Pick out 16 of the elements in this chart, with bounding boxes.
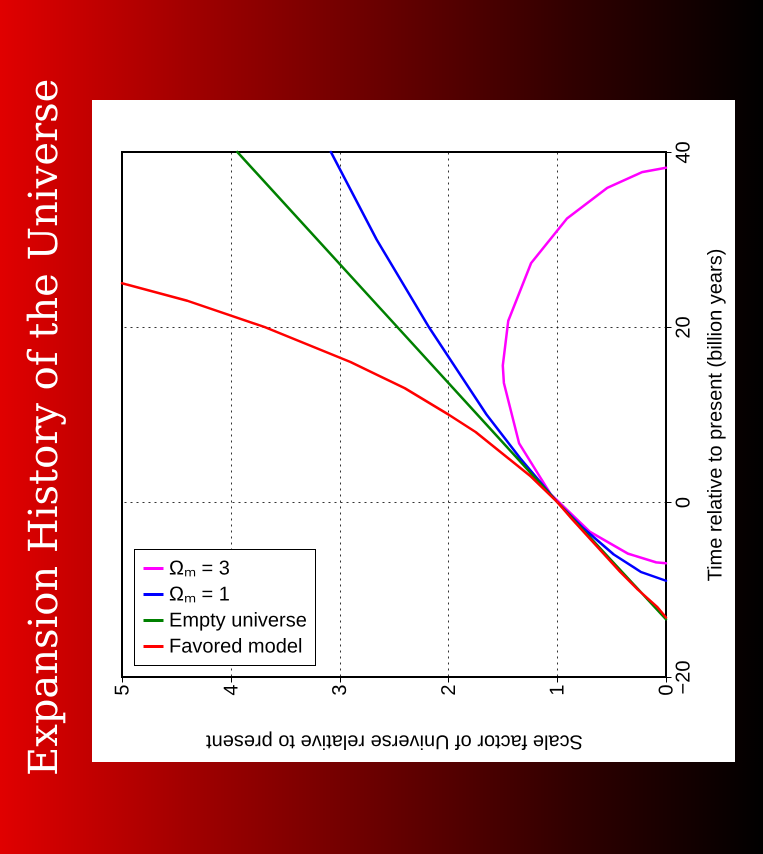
- text: Expansion History of the Universe: [20, 77, 68, 778]
- x-axis-title: Scale factor of Universe relative to present: [206, 730, 583, 753]
- y-axis-title: Time relative to present (billion years): [704, 248, 726, 582]
- legend-label: Ωₘ = 1: [169, 584, 230, 606]
- x-tick-label: 1: [546, 684, 569, 696]
- y-tick-label: 40: [672, 141, 694, 164]
- line-series: [502, 166, 668, 564]
- legend-label: Favored model: [169, 636, 302, 658]
- x-tick-label: 3: [329, 684, 352, 696]
- x-tick-label: 2: [438, 684, 460, 696]
- y-tick-label: 20: [672, 316, 694, 339]
- legend-label: Empty universe: [169, 610, 307, 632]
- x-tick-label: 4: [220, 684, 242, 696]
- x-tick-label: 5: [112, 684, 134, 696]
- y-tick-label: 0: [672, 496, 694, 508]
- legend-label: Ωₘ = 3: [169, 558, 230, 580]
